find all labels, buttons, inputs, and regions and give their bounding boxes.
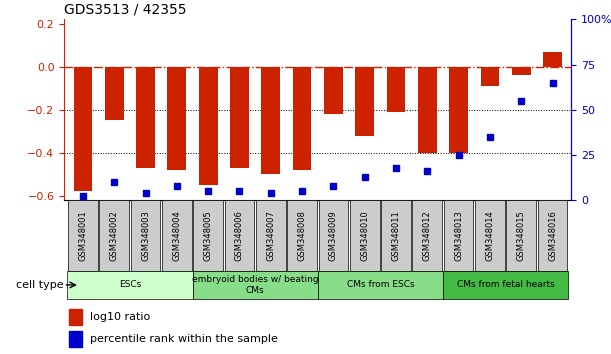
Text: GSM348014: GSM348014: [485, 210, 494, 261]
Bar: [507, 200, 536, 271]
Bar: [355, 67, 374, 136]
Bar: [136, 67, 155, 168]
Text: GSM348013: GSM348013: [454, 210, 463, 261]
Bar: [68, 200, 98, 271]
Bar: [69, 331, 82, 347]
Text: GSM348012: GSM348012: [423, 210, 432, 261]
Bar: [287, 200, 317, 271]
Text: cell type: cell type: [16, 280, 64, 290]
Bar: [131, 200, 161, 271]
Bar: [538, 200, 568, 271]
Text: GSM348011: GSM348011: [392, 210, 400, 261]
Bar: [324, 67, 343, 114]
Bar: [162, 200, 192, 271]
Bar: [512, 67, 530, 75]
Bar: [381, 200, 411, 271]
Bar: [105, 67, 123, 120]
Bar: [199, 67, 218, 185]
Bar: [293, 67, 312, 170]
Text: GSM348006: GSM348006: [235, 210, 244, 261]
Text: CMs from ESCs: CMs from ESCs: [346, 280, 414, 290]
Text: GSM348008: GSM348008: [298, 210, 307, 261]
Text: GSM348004: GSM348004: [172, 210, 181, 261]
Bar: [192, 271, 318, 299]
Bar: [449, 67, 468, 153]
Text: embryoid bodies w/ beating
CMs: embryoid bodies w/ beating CMs: [192, 275, 318, 295]
Text: GSM348010: GSM348010: [360, 210, 369, 261]
Text: GSM348003: GSM348003: [141, 210, 150, 261]
Bar: [444, 200, 474, 271]
Bar: [167, 67, 186, 170]
Bar: [475, 200, 505, 271]
Text: GSM348005: GSM348005: [203, 210, 213, 261]
Bar: [412, 200, 442, 271]
Text: GSM348009: GSM348009: [329, 210, 338, 261]
Bar: [100, 200, 129, 271]
Text: GSM348001: GSM348001: [78, 210, 87, 261]
Bar: [318, 271, 443, 299]
Bar: [318, 200, 348, 271]
Bar: [256, 200, 285, 271]
Bar: [262, 67, 280, 174]
Bar: [443, 271, 568, 299]
Text: ESCs: ESCs: [119, 280, 141, 290]
Text: GSM348002: GSM348002: [110, 210, 119, 261]
Bar: [225, 200, 254, 271]
Bar: [543, 52, 562, 67]
Bar: [193, 200, 223, 271]
Bar: [73, 67, 92, 192]
Bar: [480, 67, 499, 86]
Bar: [418, 67, 437, 153]
Bar: [67, 271, 192, 299]
Text: percentile rank within the sample: percentile rank within the sample: [90, 335, 277, 344]
Bar: [387, 67, 405, 112]
Text: GSM348007: GSM348007: [266, 210, 276, 261]
Text: GSM348016: GSM348016: [548, 210, 557, 261]
Text: CMs from fetal hearts: CMs from fetal hearts: [456, 280, 554, 290]
Text: GDS3513 / 42355: GDS3513 / 42355: [64, 3, 186, 17]
Text: log10 ratio: log10 ratio: [90, 312, 150, 322]
Bar: [350, 200, 379, 271]
Bar: [69, 309, 82, 325]
Text: GSM348015: GSM348015: [517, 210, 525, 261]
Bar: [230, 67, 249, 168]
